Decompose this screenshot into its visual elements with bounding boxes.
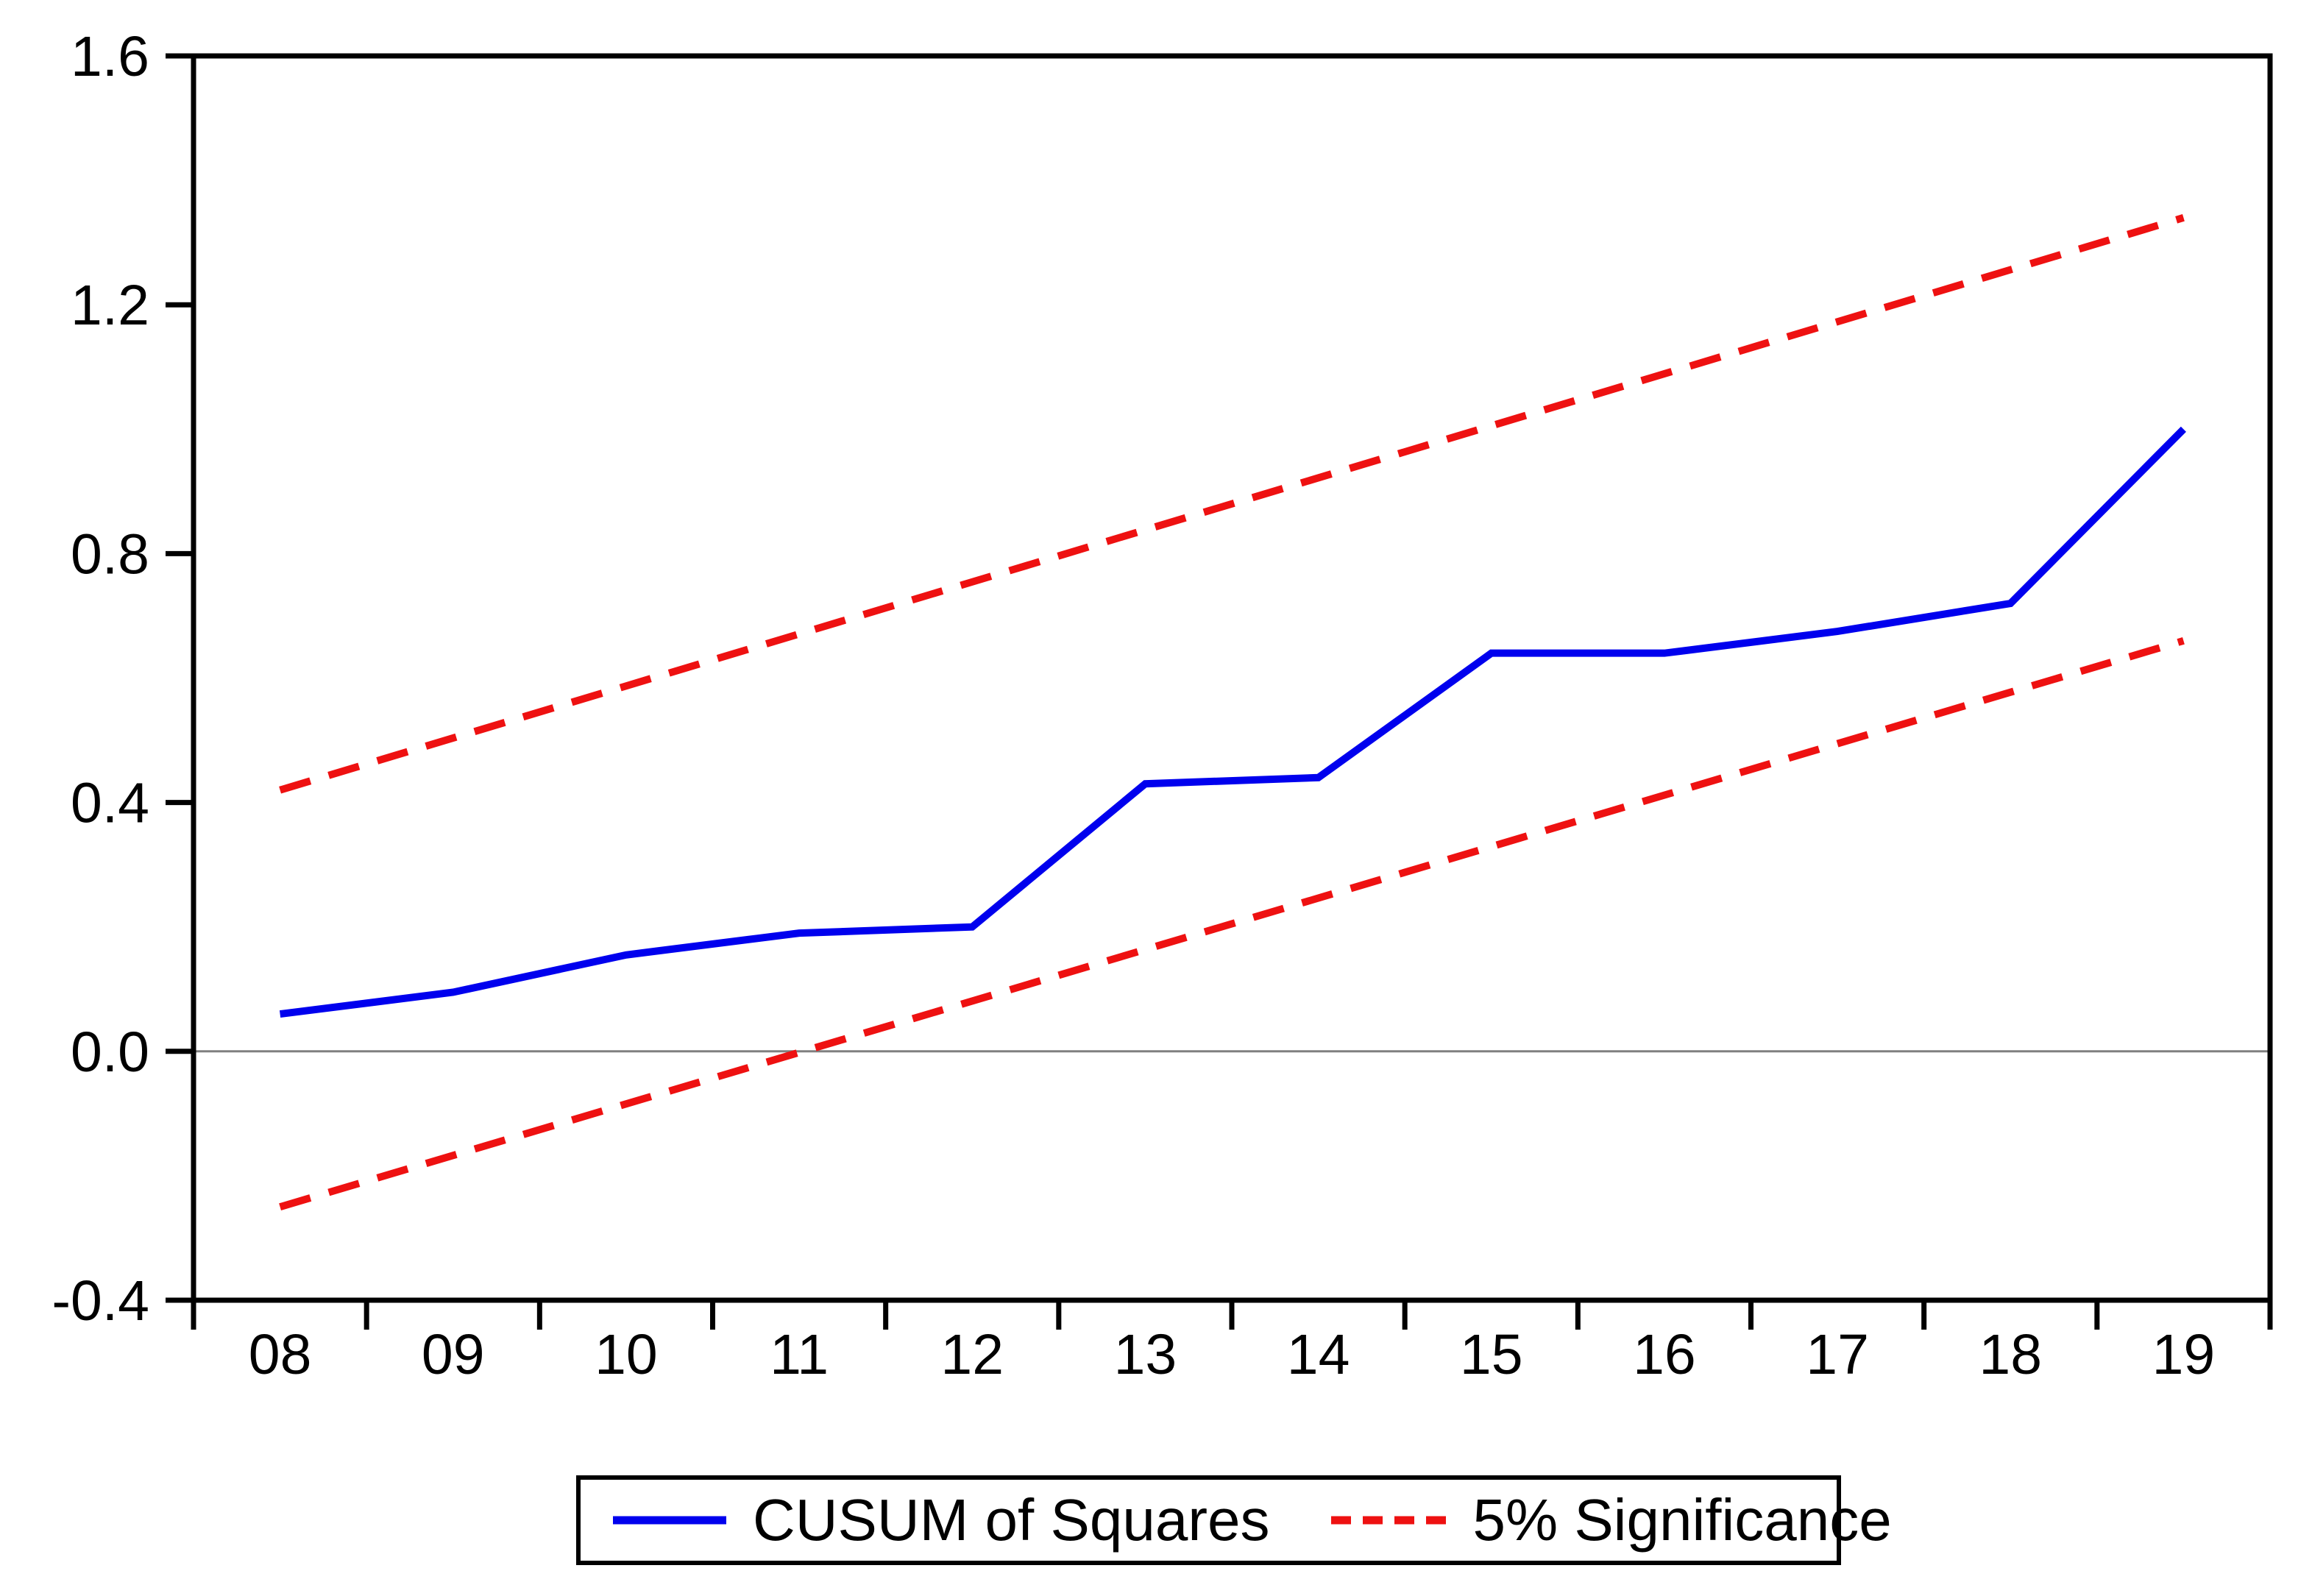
x-tick-label: 10 [595,1323,658,1386]
x-tick-label: 17 [1806,1323,1869,1386]
x-tick-label: 18 [1979,1323,2042,1386]
x-tick-label: 08 [249,1323,312,1386]
x-tick-label: 11 [770,1323,829,1386]
x-tick-label: 09 [422,1323,485,1386]
significance-upper-line [279,214,2185,794]
legend-label-significance: 5% Significance [1472,1487,1892,1553]
y-tick-label: 1.2 [71,274,149,337]
significance-line-swatch [1331,1516,1447,1525]
legend-label-cusum: CUSUM of Squares [753,1487,1270,1553]
significance-lower-line [279,636,2185,1210]
cusum-line [279,426,2186,1018]
x-tick-label: 12 [940,1323,1004,1386]
legend-item-cusum: CUSUM of Squares [613,1491,1269,1550]
y-tick-label: 0.4 [71,772,149,835]
x-tick-label: 14 [1287,1323,1350,1386]
x-axis-ticks: 08 09 10 11 12 13 14 15 16 17 18 19 [191,1300,2273,1386]
legend: CUSUM of Squares 5% Significance [576,1475,1892,1565]
legend-item-significance: 5% Significance [1331,1487,1892,1553]
x-tick-label: 13 [1114,1323,1177,1386]
cusum-line-swatch [613,1516,726,1525]
y-tick-label: -0.4 [52,1269,149,1333]
y-tick-label: 0.0 [71,1021,149,1084]
x-tick-label: 16 [1633,1323,1696,1386]
y-tick-label: 1.6 [71,25,149,88]
y-axis-ticks: 1.6 1.2 0.8 0.4 0.0 -0.4 [52,25,194,1333]
y-tick-label: 0.8 [71,522,149,586]
x-tick-label: 15 [1460,1323,1523,1386]
x-tick-label: 19 [2152,1323,2216,1386]
plot-border [191,53,2273,1303]
